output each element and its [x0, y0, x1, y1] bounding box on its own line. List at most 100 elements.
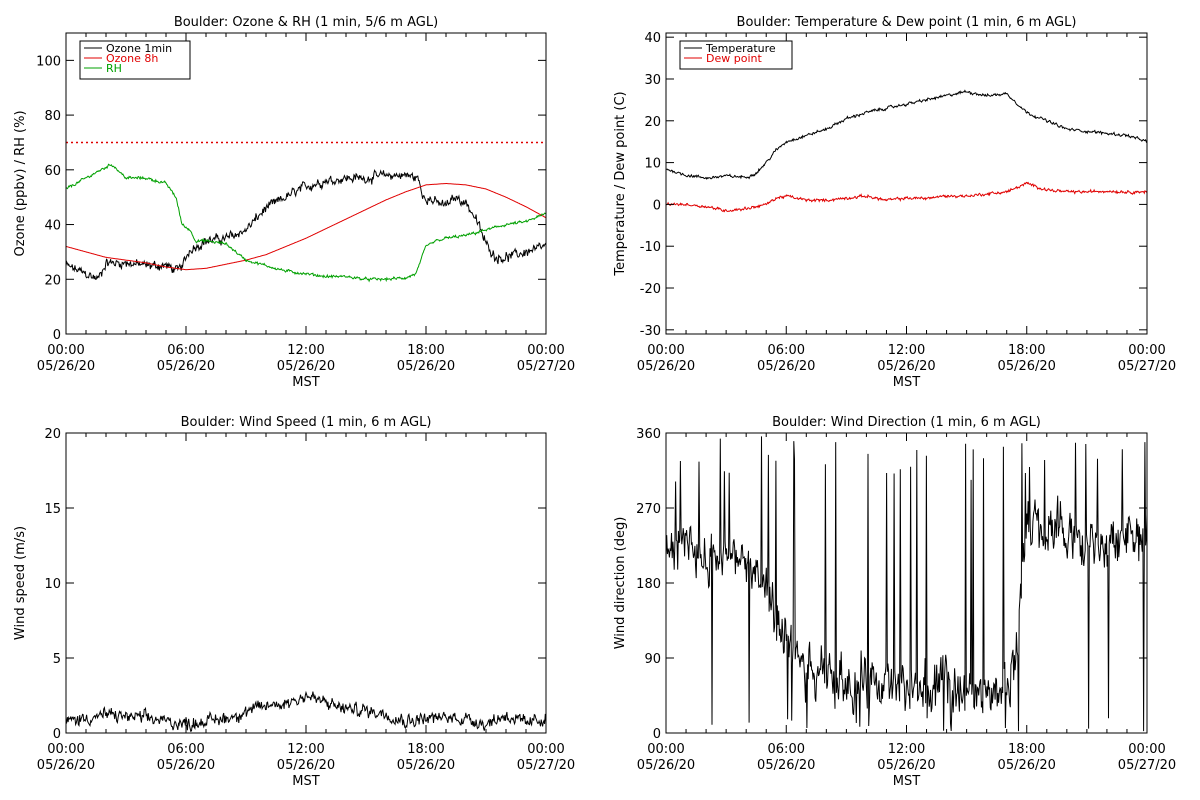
- x-tick-label-time: 12:00: [287, 742, 324, 757]
- chart-title: Boulder: Temperature & Dew point (1 min,…: [737, 15, 1077, 30]
- y-tick-label: 15: [44, 502, 61, 517]
- y-axis-label: Ozone (ppbv) / RH (%): [13, 110, 28, 256]
- y-axis-label: Wind speed (m/s): [13, 526, 28, 640]
- x-tick-label-time: 00:00: [1128, 742, 1165, 757]
- y-tick-label: 10: [44, 577, 61, 592]
- x-tick-label-date: 05/26/20: [157, 758, 215, 773]
- x-tick-label-date: 05/26/20: [757, 359, 815, 374]
- y-tick-label: 20: [44, 273, 61, 288]
- y-tick-label: 0: [653, 727, 661, 742]
- y-tick-label: -30: [640, 324, 661, 339]
- x-tick-label-time: 00:00: [647, 343, 684, 358]
- plot-area: [666, 89, 1147, 213]
- series-line-2: [66, 183, 546, 271]
- x-tick-label-date: 05/26/20: [637, 758, 695, 773]
- series-line-1: [666, 436, 1147, 732]
- y-tick-label: 80: [44, 109, 61, 124]
- y-tick-label: 40: [644, 31, 661, 46]
- x-tick-label-time: 06:00: [167, 742, 204, 757]
- legend-entry: Ozone 1min: [106, 42, 172, 55]
- x-tick-label-date: 05/27/20: [1118, 758, 1176, 773]
- chart-panel-4: Boulder: Wind Direction (1 min, 6 m AGL)…: [613, 415, 1176, 789]
- series-line-3: [66, 163, 546, 283]
- legend-box: [679, 40, 793, 70]
- chart-title: Boulder: Wind Speed (1 min, 6 m AGL): [181, 415, 432, 430]
- x-axis-label: MST: [893, 774, 920, 789]
- x-tick-label-time: 00:00: [647, 742, 684, 757]
- chart-panel-3: Boulder: Wind Speed (1 min, 6 m AGL) 0 5 10…: [13, 415, 575, 789]
- y-tick-label: 10: [644, 157, 661, 172]
- legend-box: [79, 40, 191, 80]
- x-tick-label-time: 00:00: [1128, 343, 1165, 358]
- plot-area: [666, 436, 1147, 732]
- x-tick-label-time: 00:00: [47, 742, 84, 757]
- x-tick-label-time: 18:00: [1008, 742, 1045, 757]
- x-tick-label-date: 05/26/20: [397, 359, 455, 374]
- x-tick-label-date: 05/27/20: [517, 758, 575, 773]
- legend-entry: Ozone 8h: [106, 52, 158, 65]
- y-tick-label: 5: [53, 652, 61, 667]
- x-tick-label-time: 12:00: [287, 343, 324, 358]
- x-tick-label-date: 05/26/20: [397, 758, 455, 773]
- x-tick-label-time: 18:00: [1008, 343, 1045, 358]
- x-tick-label-time: 06:00: [768, 343, 805, 358]
- y-tick-label: 90: [644, 652, 661, 667]
- y-tick-label: 0: [53, 328, 61, 343]
- x-tick-label-date: 05/26/20: [637, 359, 695, 374]
- y-tick-label: 60: [44, 164, 61, 179]
- x-tick-label-date: 05/27/20: [517, 359, 575, 374]
- y-tick-label: 20: [44, 427, 61, 442]
- y-tick-label: 0: [653, 198, 661, 213]
- x-tick-label-date: 05/26/20: [757, 758, 815, 773]
- y-tick-label: 30: [644, 73, 661, 88]
- y-tick-label: 180: [636, 577, 661, 592]
- y-tick-label: 100: [36, 54, 61, 69]
- x-tick-label-time: 12:00: [888, 742, 925, 757]
- y-tick-label: 40: [44, 219, 61, 234]
- x-tick-label-date: 05/26/20: [877, 758, 935, 773]
- plot-frame: [665, 32, 1148, 335]
- x-tick-label-time: 00:00: [527, 343, 564, 358]
- plot-area: [66, 141, 546, 283]
- x-tick-label-date: 05/26/20: [157, 359, 215, 374]
- x-tick-label-time: 06:00: [167, 343, 204, 358]
- x-tick-label-time: 00:00: [47, 343, 84, 358]
- y-axis-label: Wind direction (deg): [613, 517, 628, 650]
- y-axis-label: Temperature / Dew point (C): [613, 91, 628, 276]
- series-line-1: [66, 690, 546, 733]
- x-tick-label-date: 05/26/20: [37, 359, 95, 374]
- plot-frame: [65, 432, 547, 734]
- series-line-1: [66, 169, 546, 280]
- y-tick-label: 270: [636, 502, 661, 517]
- x-tick-label-date: 05/26/20: [877, 359, 935, 374]
- x-tick-label-time: 06:00: [768, 742, 805, 757]
- plot-area: [66, 690, 546, 733]
- x-axis-label: MST: [893, 375, 920, 390]
- x-tick-label-date: 05/26/20: [998, 359, 1056, 374]
- x-tick-label-date: 05/26/20: [998, 758, 1056, 773]
- legend-entry: Temperature: [705, 42, 776, 55]
- x-tick-label-time: 18:00: [407, 343, 444, 358]
- x-tick-label-time: 00:00: [527, 742, 564, 757]
- x-axis-label: MST: [292, 375, 319, 390]
- x-tick-label-date: 05/27/20: [1118, 359, 1176, 374]
- chart-title: Boulder: Wind Direction (1 min, 6 m AGL): [772, 415, 1041, 430]
- chart-title: Boulder: Ozone & RH (1 min, 5/6 m AGL): [174, 15, 438, 30]
- legend-entry: RH: [106, 62, 122, 75]
- x-tick-label-date: 05/26/20: [277, 758, 335, 773]
- y-tick-label: 360: [636, 427, 661, 442]
- x-tick-label-date: 05/26/20: [277, 359, 335, 374]
- series-line-1: [666, 89, 1147, 180]
- x-tick-label-time: 18:00: [407, 742, 444, 757]
- y-tick-label: 0: [53, 727, 61, 742]
- y-tick-label: -20: [640, 282, 661, 297]
- legend-entry: Dew point: [706, 52, 762, 65]
- y-tick-label: -10: [640, 240, 661, 255]
- x-tick-label-date: 05/26/20: [37, 758, 95, 773]
- series-line-2: [666, 181, 1147, 213]
- y-tick-label: 20: [644, 115, 661, 130]
- chart-panel-1: Boulder: Ozone & RH (1 min, 5/6 m AGL) 0 2…: [13, 15, 575, 390]
